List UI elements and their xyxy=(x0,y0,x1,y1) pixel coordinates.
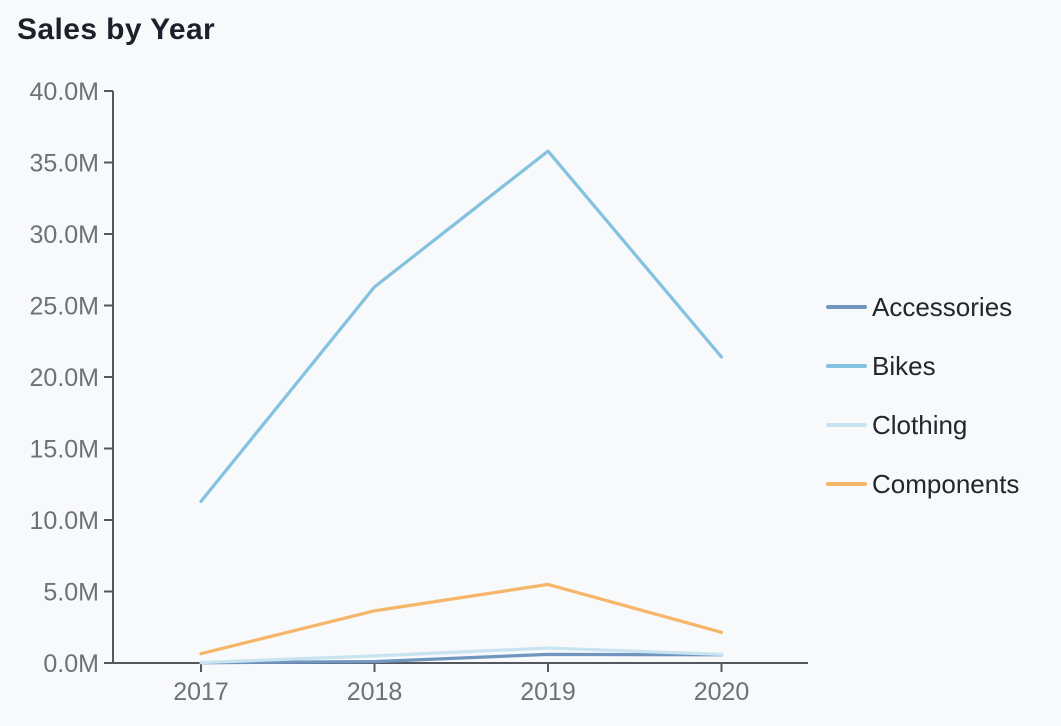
y-axis-tick-label: 5.0M xyxy=(43,579,99,607)
legend-label: Accessories xyxy=(872,291,1013,322)
legend-line-swatch xyxy=(826,423,867,427)
legend-line-swatch xyxy=(826,305,867,309)
series-line-bikes[interactable] xyxy=(199,149,724,504)
series-line-accessories[interactable] xyxy=(199,652,724,665)
legend-item-components[interactable]: Components xyxy=(826,469,1019,499)
y-axis-tick-label: 20.0M xyxy=(30,364,99,392)
legend: Accessories Bikes Clothing Components xyxy=(826,292,1019,528)
x-axis-tick-label: 2019 xyxy=(520,678,576,706)
legend-item-accessories[interactable]: Accessories xyxy=(826,292,1019,322)
legend-line-swatch xyxy=(826,482,867,486)
x-axis-tick-label: 2020 xyxy=(694,678,750,706)
x-axis-tick-label: 2018 xyxy=(347,678,403,706)
series-line-clothing[interactable] xyxy=(199,646,724,665)
legend-label: Components xyxy=(872,468,1020,499)
y-axis-tick-label: 35.0M xyxy=(30,150,99,178)
y-axis-tick-label: 15.0M xyxy=(30,436,99,464)
x-axis-tick-label: 2017 xyxy=(173,678,229,706)
axis-lines xyxy=(112,91,808,664)
y-axis-tick-label: 0.0M xyxy=(43,650,99,678)
series-line-components[interactable] xyxy=(199,582,724,656)
page-title: Sales by Year xyxy=(17,13,216,46)
legend-label: Bikes xyxy=(872,350,936,381)
y-axis-tick-label: 25.0M xyxy=(30,293,99,321)
y-axis-tick-label: 10.0M xyxy=(30,507,99,535)
legend-item-bikes[interactable]: Bikes xyxy=(826,351,1019,381)
y-axis-tick-label: 30.0M xyxy=(30,221,99,249)
y-axis-tick-label: 40.0M xyxy=(30,78,99,106)
legend-label: Clothing xyxy=(872,409,968,440)
legend-item-clothing[interactable]: Clothing xyxy=(826,410,1019,440)
legend-line-swatch xyxy=(826,364,867,368)
